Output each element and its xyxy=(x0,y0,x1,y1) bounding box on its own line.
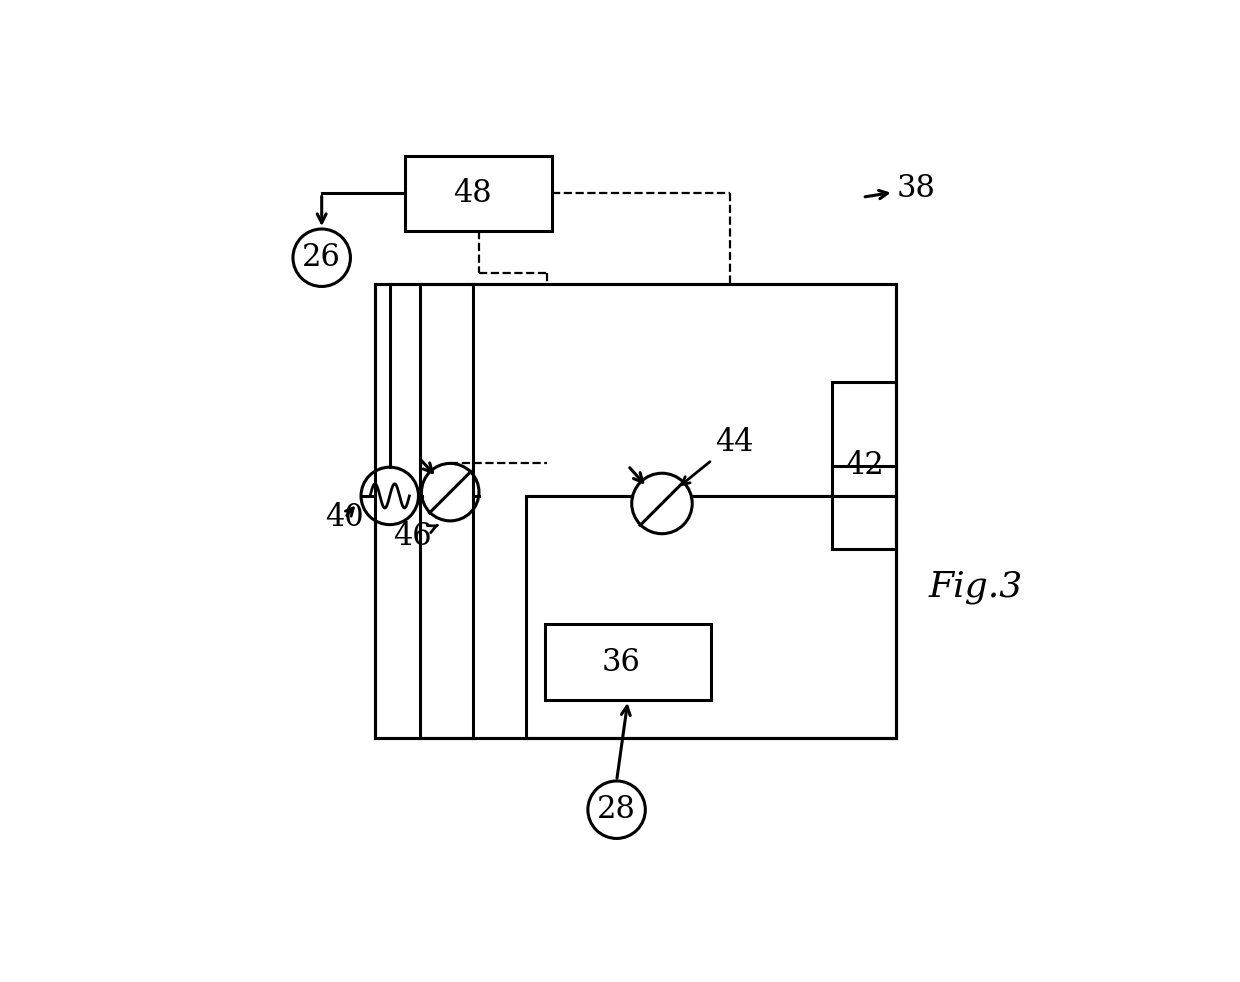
Text: 46: 46 xyxy=(393,521,438,552)
Circle shape xyxy=(361,467,418,524)
Bar xyxy=(544,625,711,700)
Circle shape xyxy=(293,229,351,287)
Bar xyxy=(832,383,897,549)
Circle shape xyxy=(422,464,479,520)
Circle shape xyxy=(631,473,692,534)
Text: 42: 42 xyxy=(844,450,884,481)
Bar xyxy=(526,496,897,737)
Bar xyxy=(405,156,552,232)
Text: 48: 48 xyxy=(454,178,492,209)
Circle shape xyxy=(588,781,645,839)
Text: 28: 28 xyxy=(598,794,636,825)
Text: 26: 26 xyxy=(303,243,341,273)
Text: 44: 44 xyxy=(682,426,754,485)
Text: 38: 38 xyxy=(866,173,935,204)
Text: Fig.3: Fig.3 xyxy=(929,570,1023,604)
Text: 40: 40 xyxy=(325,502,365,533)
Bar xyxy=(374,284,897,737)
Text: 36: 36 xyxy=(601,647,641,678)
